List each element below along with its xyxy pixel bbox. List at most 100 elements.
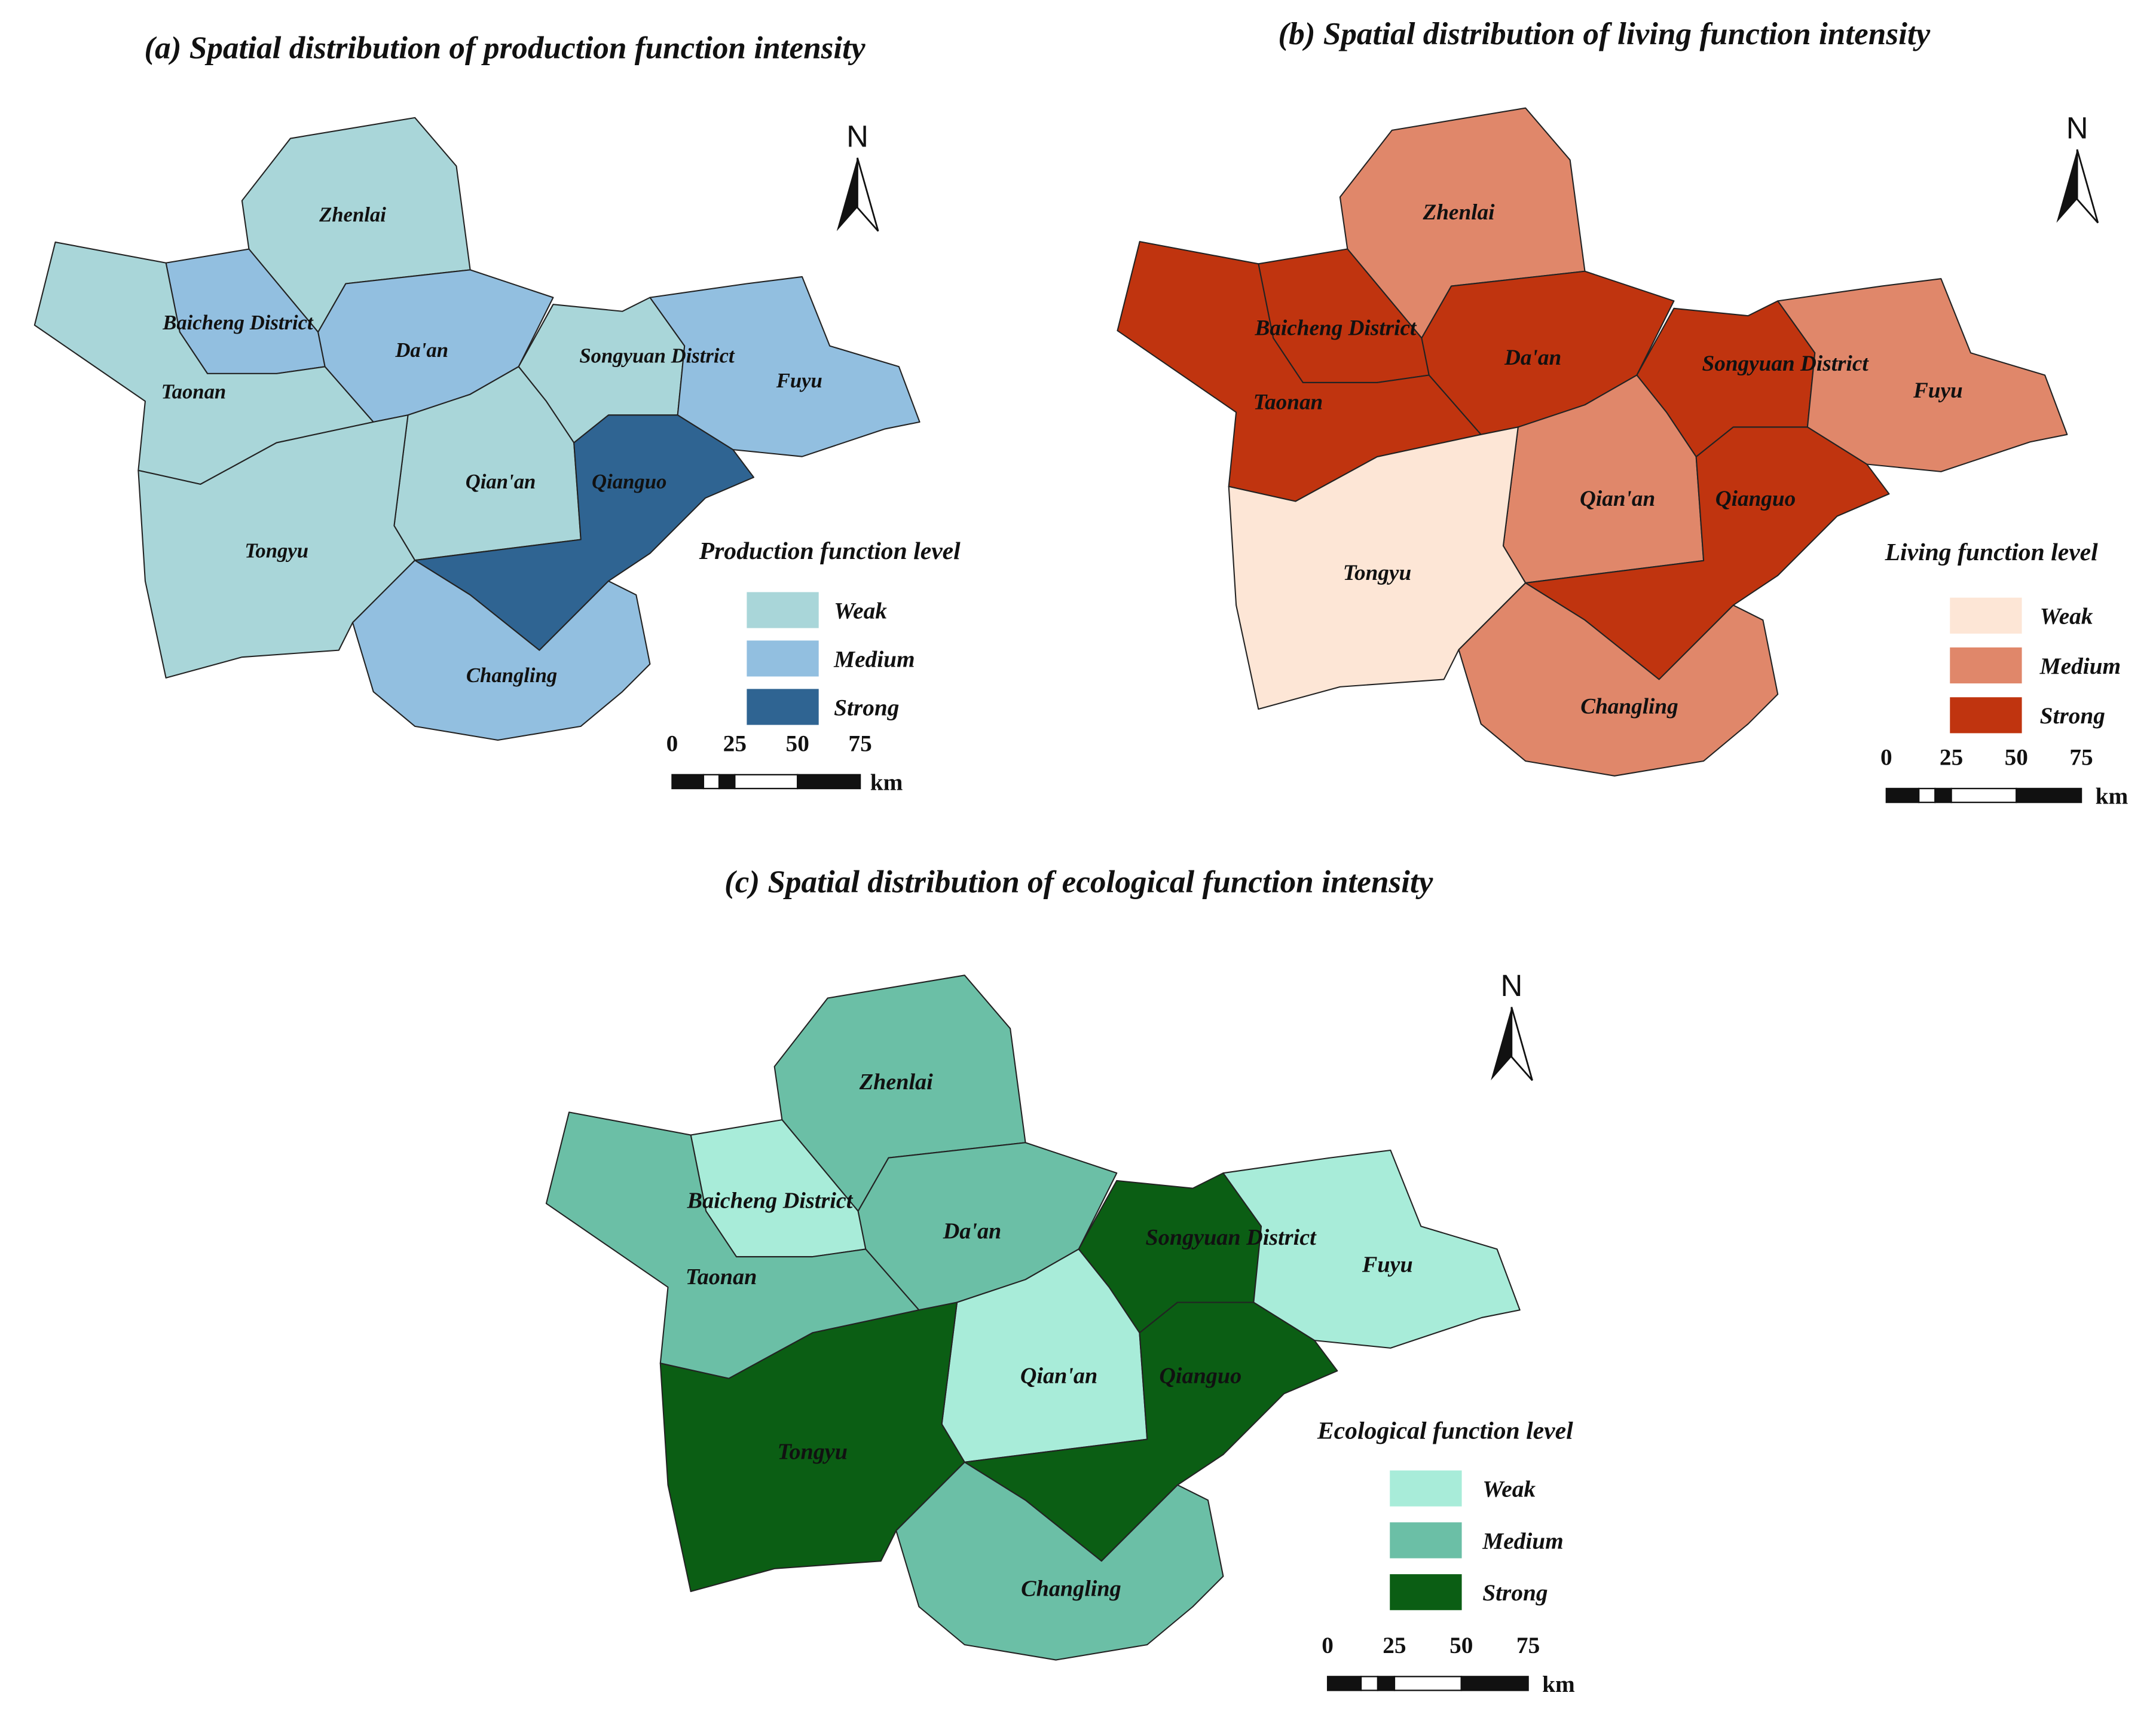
district-area xyxy=(1777,278,2068,472)
north-label: N xyxy=(846,119,868,153)
legend-swatch xyxy=(747,640,819,677)
scale-segment xyxy=(1950,787,2017,803)
scale-tick-label: 25 xyxy=(723,731,747,757)
district-label: Fuyu xyxy=(1362,1252,1413,1278)
scale-tick-label: 25 xyxy=(1940,744,1963,771)
district-label: Zhenlai xyxy=(859,1070,933,1095)
legend-label: Weak xyxy=(2040,603,2093,630)
scale-tick-label: 25 xyxy=(1383,1632,1406,1658)
district-label: Qian'an xyxy=(466,470,536,493)
panel-title: (c) Spatial distribution of ecological f… xyxy=(724,864,1433,899)
map: Zhenlai Baicheng District Taonan Da'an Songy… xyxy=(1117,107,2068,777)
north-arrow-right xyxy=(2076,149,2099,224)
district-label: Taonan xyxy=(1253,390,1323,415)
district-label: Changling xyxy=(466,664,557,687)
district-label: Zhenlai xyxy=(319,203,386,226)
scale-segment xyxy=(2016,787,2082,803)
scale-segment xyxy=(1885,787,1920,803)
scale-segment xyxy=(734,774,799,790)
district-label: Da'an xyxy=(1504,346,1561,370)
scale-tick-label: 0 xyxy=(1322,1632,1334,1658)
legend-label: Strong xyxy=(1482,1579,1548,1606)
district-label: Songyuan District xyxy=(1702,352,1870,376)
district-area xyxy=(895,1461,1224,1661)
district-label: Da'an xyxy=(943,1219,1002,1244)
scale-segment xyxy=(702,774,720,790)
scale-tick-label: 75 xyxy=(1516,1632,1540,1658)
district-label: Songyuan District xyxy=(579,344,735,367)
scale-unit: km xyxy=(1542,1671,1575,1697)
district-label: Qian'an xyxy=(1580,487,1655,511)
legend-swatch xyxy=(1390,1522,1462,1559)
panel: (c) Spatial distribution of ecological f… xyxy=(545,864,1575,1697)
north-arrow-left xyxy=(1491,1007,1512,1081)
north-arrow-left xyxy=(2056,149,2078,223)
north-arrow-right xyxy=(1510,1007,1533,1081)
scale-unit: km xyxy=(870,769,903,795)
north-arrow-right xyxy=(857,157,879,232)
north-label: N xyxy=(2066,111,2088,145)
legend-label: Medium xyxy=(2039,653,2121,679)
scale-segment xyxy=(671,774,705,790)
district-area xyxy=(1458,582,1779,777)
district-label: Tongyu xyxy=(244,539,308,563)
legend-label: Strong xyxy=(834,694,899,720)
district-label: Baicheng District xyxy=(687,1189,854,1214)
scale-unit: km xyxy=(2096,783,2129,809)
district-area xyxy=(351,560,651,741)
map: Zhenlai Baicheng District Taonan Da'an Songy… xyxy=(33,117,920,741)
legend-label: Medium xyxy=(1482,1527,1563,1554)
district-label: Zhenlai xyxy=(1423,200,1496,225)
district-label: Fuyu xyxy=(1913,378,1963,403)
district-label: Qianguo xyxy=(1159,1363,1241,1388)
district-label: Baicheng District xyxy=(162,311,314,334)
north-arrow-left xyxy=(836,157,858,231)
map: Zhenlai Baicheng District Taonan Da'an Songy… xyxy=(545,974,1521,1661)
legend-swatch xyxy=(1950,647,2022,684)
scale-tick-label: 75 xyxy=(848,731,871,757)
scale-segment xyxy=(1377,1676,1396,1691)
legend-swatch xyxy=(1950,697,2022,734)
scale-tick-label: 50 xyxy=(1449,1632,1473,1658)
legend-swatch xyxy=(1950,597,2022,634)
district-label: Changling xyxy=(1580,695,1678,719)
legend-title: Ecological function level xyxy=(1317,1417,1573,1444)
scale-segment xyxy=(1918,787,1936,803)
legend-label: Strong xyxy=(2040,702,2105,729)
panel: (a) Spatial distribution of production f… xyxy=(33,30,961,795)
panel: (b) Spatial distribution of living funct… xyxy=(1117,16,2129,809)
scale-tick-label: 50 xyxy=(786,731,809,757)
scale-segment xyxy=(718,774,736,790)
district-label: Changling xyxy=(1021,1576,1121,1602)
legend-swatch xyxy=(747,592,819,628)
scale-tick-label: 50 xyxy=(2005,744,2028,771)
district-label: Taonan xyxy=(161,380,227,404)
north-label: N xyxy=(1500,968,1522,1003)
legend-title: Living function level xyxy=(1885,539,2099,566)
district-label: Songyuan District xyxy=(1146,1225,1317,1250)
legend-label: Weak xyxy=(834,597,887,624)
scale-segment xyxy=(1934,787,1952,803)
scale-segment xyxy=(1460,1676,1529,1691)
district-label: Tongyu xyxy=(778,1440,848,1465)
legend-swatch xyxy=(747,689,819,725)
district-label: Qianguo xyxy=(1715,487,1796,511)
scale-segment xyxy=(797,774,861,790)
district-label: Baicheng District xyxy=(1255,316,1418,340)
scale-tick-label: 0 xyxy=(1880,744,1892,771)
legend-label: Medium xyxy=(833,646,915,672)
scale-tick-label: 75 xyxy=(2069,744,2093,771)
legend-swatch xyxy=(1390,1574,1462,1611)
district-label: Qian'an xyxy=(1020,1363,1097,1388)
district-area xyxy=(649,276,920,457)
legend-title: Production function level xyxy=(699,537,961,565)
district-label: Fuyu xyxy=(776,369,822,392)
scale-segment xyxy=(1360,1676,1379,1691)
district-label: Da'an xyxy=(394,338,448,362)
scale-segment xyxy=(1393,1676,1462,1691)
district-area xyxy=(1222,1149,1521,1349)
legend-swatch xyxy=(1390,1470,1462,1507)
district-label: Tongyu xyxy=(1343,561,1411,585)
panel-title: (a) Spatial distribution of production f… xyxy=(144,30,866,65)
